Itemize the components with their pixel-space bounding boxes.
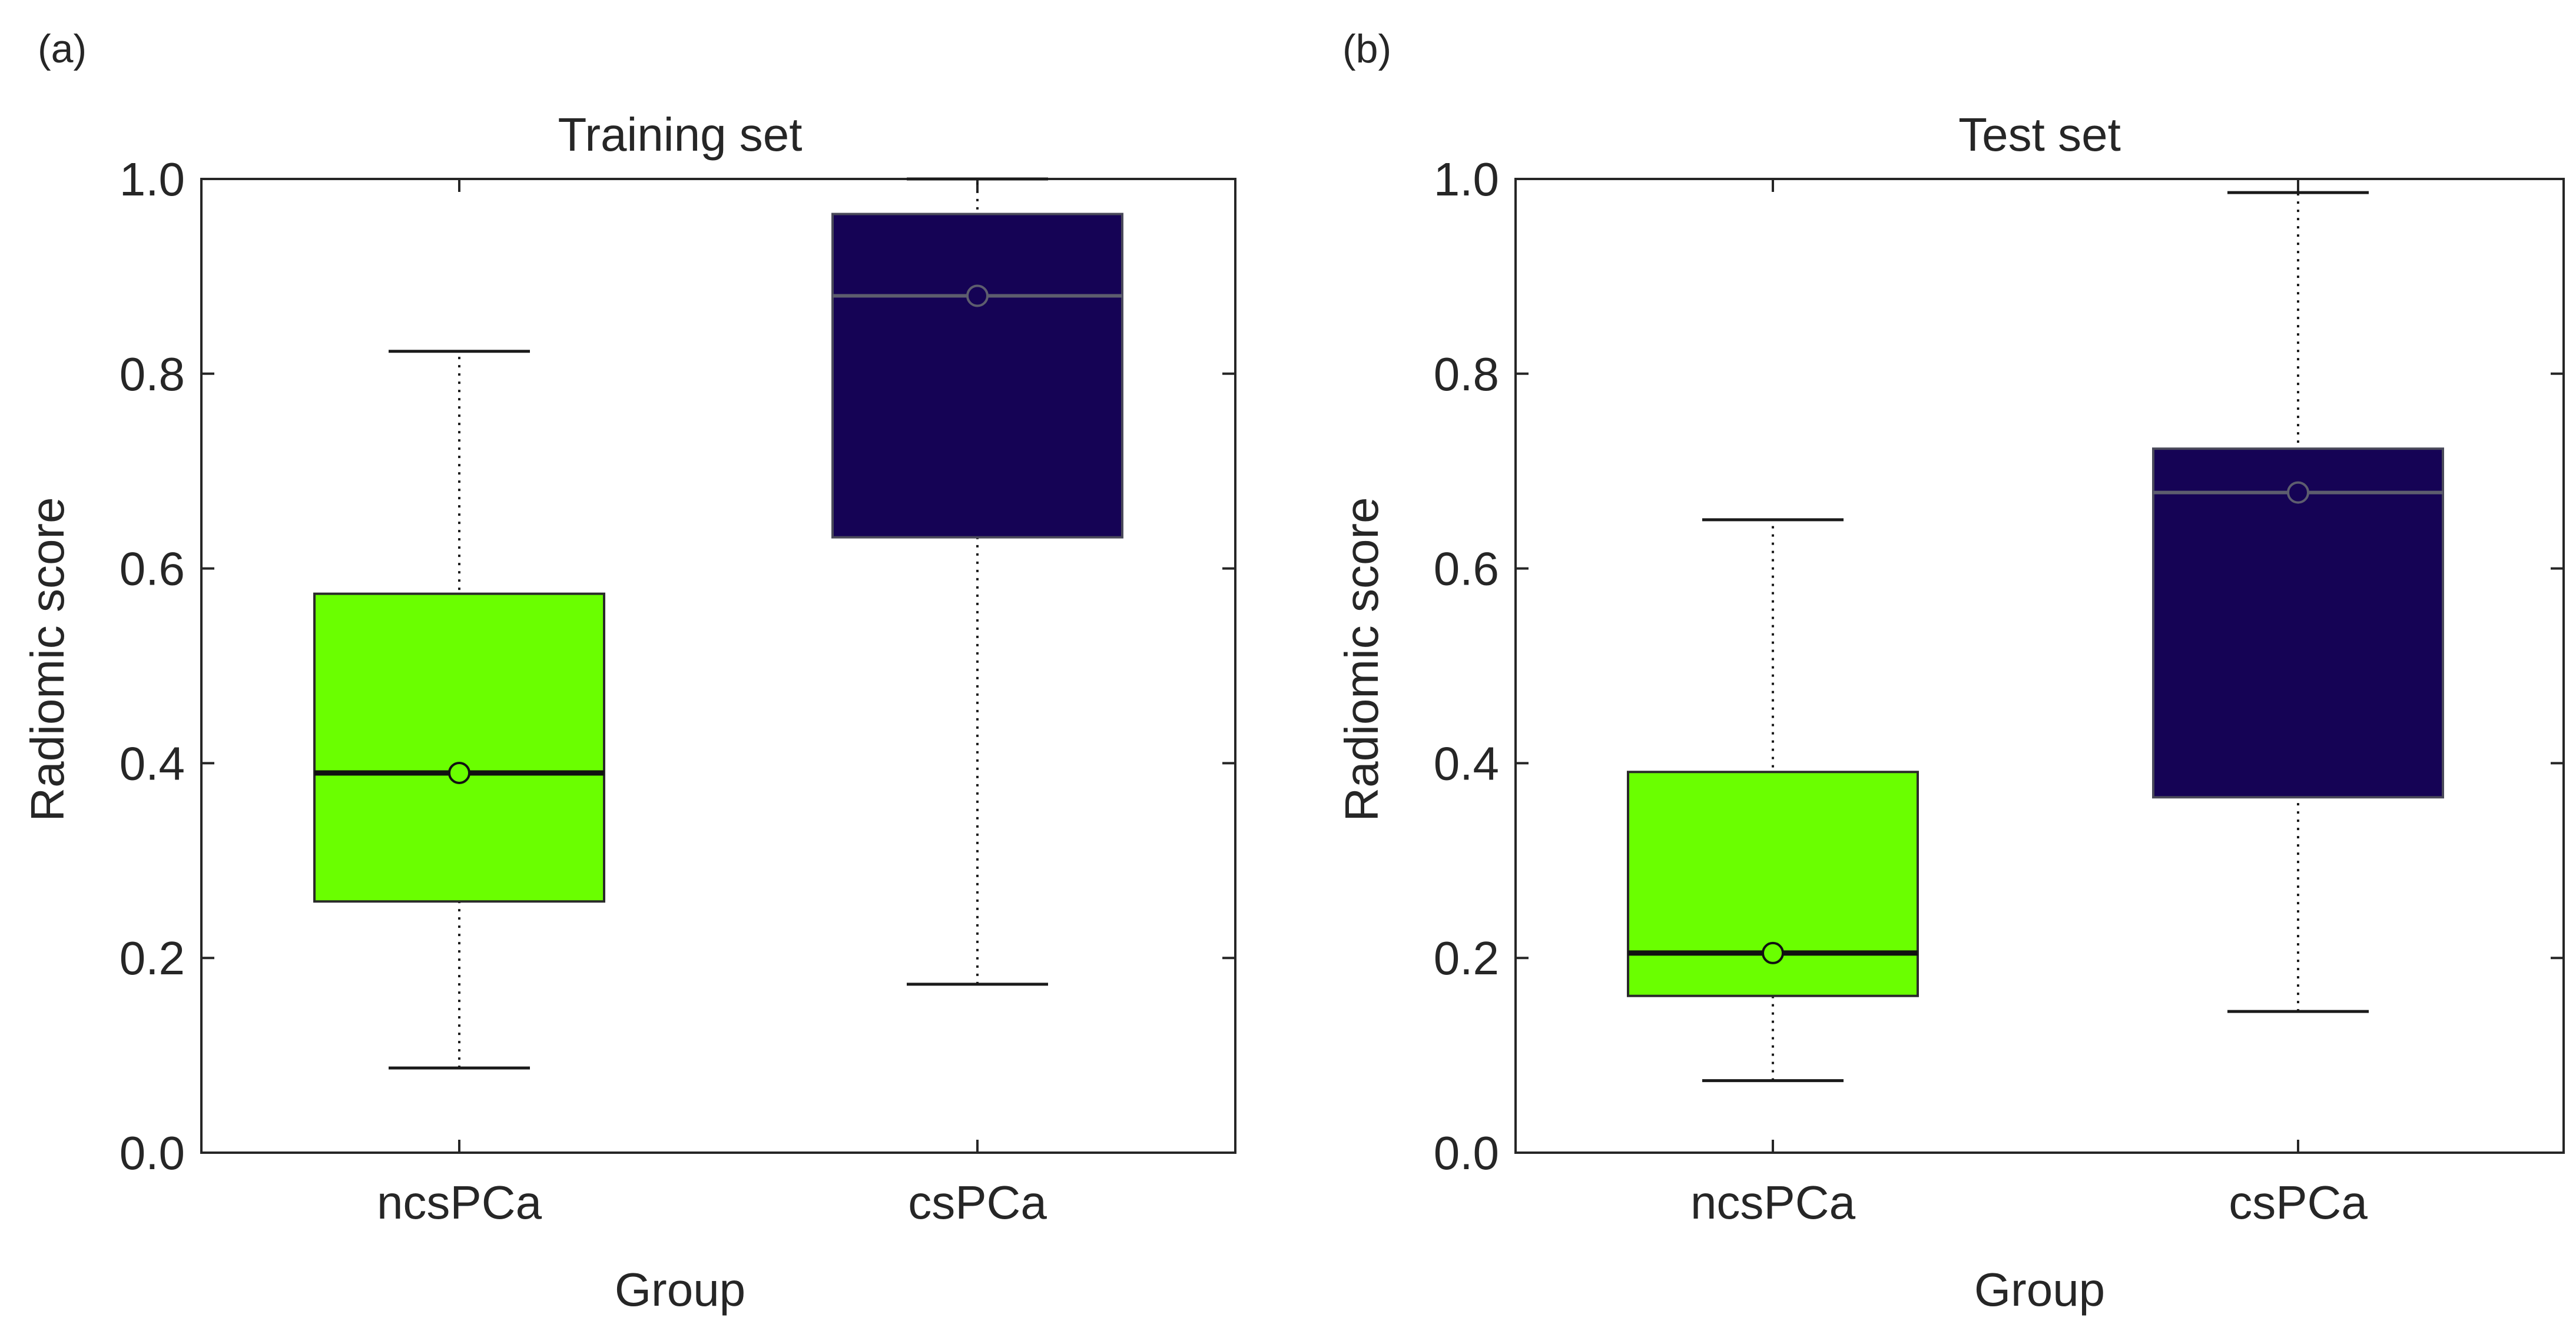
- y-tick-label: 0.8: [1434, 348, 1499, 400]
- mean-marker: [448, 761, 470, 784]
- plot-area-test: 0.0 0.2 0.4 0.6 0.8 1.0 ncsPCa csPCa: [1434, 153, 2565, 1229]
- y-tick-label: 0.4: [120, 737, 185, 789]
- box-ncsPCa: [313, 592, 605, 903]
- panel-test: (b) Test set Radiomic score Group 0.0 0.2…: [1335, 26, 2565, 1316]
- x-tick-label: csPCa: [2229, 1176, 2368, 1229]
- y-tick-label: 1.0: [1434, 153, 1499, 205]
- x-tick-label: ncsPCa: [1690, 1176, 1856, 1229]
- axes-frame: [200, 178, 1236, 1154]
- y-tick-label: 0.4: [1434, 737, 1499, 789]
- plot-area-training: 0.0 0.2 0.4 0.6 0.8 1.0 ncsPCa csPCa: [120, 153, 1236, 1229]
- y-axis-label: Radiomic score: [21, 497, 74, 821]
- mean-marker: [966, 284, 989, 307]
- y-tick-label: 1.0: [120, 153, 185, 205]
- box-csPCa: [831, 213, 1123, 539]
- axes-frame: [1514, 178, 2565, 1154]
- chart-title: Training set: [558, 108, 803, 161]
- box-csPCa: [2152, 447, 2444, 799]
- y-tick-label: 0.0: [120, 1127, 185, 1179]
- panel-letter-a: (a): [38, 26, 87, 71]
- mean-marker: [1762, 941, 1784, 964]
- x-axis-label: Group: [615, 1263, 745, 1316]
- x-tick-label: ncsPCa: [377, 1176, 542, 1229]
- panel-training: (a) Training set Radiomic score Group 0.…: [21, 26, 1236, 1316]
- y-axis-label: Radiomic score: [1335, 497, 1388, 821]
- y-tick-label: 0.6: [1434, 543, 1499, 595]
- x-tick-label: csPCa: [908, 1176, 1047, 1229]
- y-tick-label: 0.0: [1434, 1127, 1499, 1179]
- y-tick-label: 0.6: [120, 543, 185, 595]
- y-tick-label: 0.2: [1434, 932, 1499, 984]
- mean-marker: [2287, 481, 2309, 504]
- chart-title: Test set: [1958, 108, 2121, 161]
- y-tick-label: 0.8: [120, 348, 185, 400]
- y-tick-label: 0.2: [120, 932, 185, 984]
- x-axis-label: Group: [1974, 1263, 2105, 1316]
- panel-letter-b: (b): [1342, 26, 1391, 71]
